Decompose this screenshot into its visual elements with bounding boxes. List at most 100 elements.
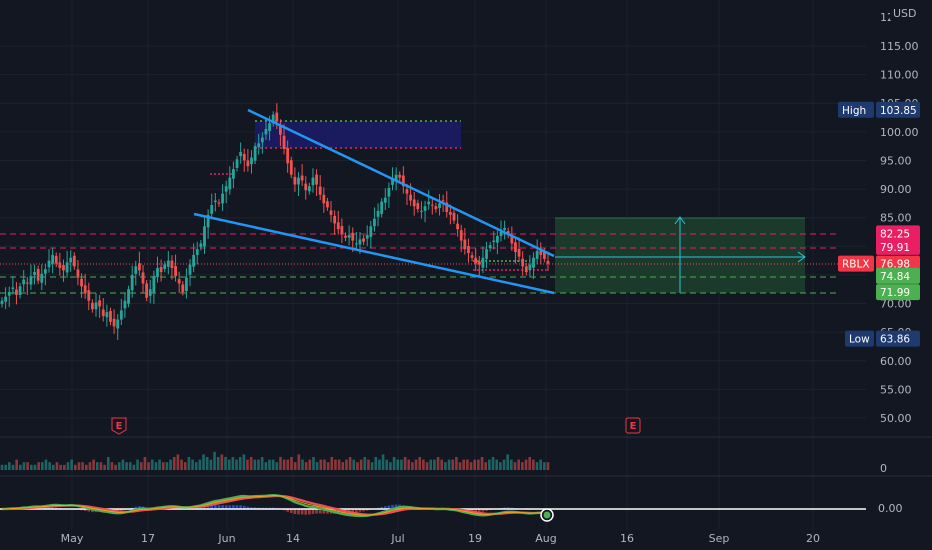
volume-bar [374, 457, 378, 470]
candle-body [224, 186, 228, 192]
candle-body [185, 277, 188, 292]
candle-body [369, 226, 373, 237]
candle-body [373, 218, 376, 227]
price-tag-label-box [838, 255, 874, 272]
price-axis-label: 100.00 [880, 126, 919, 139]
candle-body [213, 200, 217, 203]
earnings-marker[interactable]: E [111, 417, 127, 435]
currency-badge[interactable] [890, 6, 914, 21]
volume-bar [264, 462, 268, 470]
macd-hist-bar [210, 505, 214, 509]
price-axis-label: 55.00 [880, 383, 912, 396]
volume-bar [488, 459, 491, 470]
macd-hist-bar [311, 509, 315, 514]
candle-body [344, 235, 347, 238]
target-arrow-head-icon [674, 216, 686, 225]
wedge-lower-line[interactable] [193, 212, 555, 295]
time-axis-label: 17 [141, 532, 155, 545]
price-tag-value: 76.98 [880, 259, 910, 271]
earnings-badge-icon[interactable] [111, 417, 127, 435]
volume-bar [381, 454, 385, 470]
candle-body [398, 174, 402, 178]
volume-bar [308, 459, 312, 470]
candle-body [195, 249, 199, 255]
candle-body [217, 202, 221, 204]
macd-hist-bar [383, 506, 387, 509]
price-tag-value-box [876, 225, 920, 242]
candle-body [441, 200, 445, 202]
volume-bar [169, 459, 172, 470]
volume-bar [88, 462, 92, 470]
candle-body [271, 114, 275, 124]
candle-body [163, 264, 167, 269]
candle-body [517, 248, 521, 257]
resistance-zone-rect[interactable] [255, 121, 461, 148]
volume-bar [202, 454, 205, 470]
volume-bar [396, 459, 400, 470]
candlestick-series[interactable] [0, 103, 550, 340]
price-axis[interactable]: 12 USD 115.00110.00105.00100.0095.0090.0… [838, 6, 920, 515]
candle-body [221, 193, 224, 204]
volume-bar [315, 462, 319, 470]
macd-hist-bar [250, 507, 253, 509]
volume-bar [62, 464, 66, 470]
volume-bar [257, 459, 260, 470]
candle-body [412, 199, 416, 207]
volume-bar [341, 462, 345, 470]
earnings-marker[interactable]: E [625, 417, 641, 434]
volume-bar [304, 462, 308, 470]
volume-bar [37, 462, 40, 470]
candle-body [315, 174, 318, 185]
volume-bar [546, 462, 550, 470]
macd-hist-bar [358, 509, 362, 512]
candle-body [268, 123, 271, 132]
volume-bar [352, 459, 356, 470]
volume-bar [400, 459, 403, 470]
falling-wedge[interactable] [193, 108, 555, 295]
candle-body [470, 255, 474, 258]
resistance-zone[interactable] [255, 120, 461, 149]
volume-bar [44, 459, 48, 470]
macd-hist-bar [120, 509, 123, 511]
candle-body [123, 300, 127, 309]
earnings-markers[interactable]: E E [111, 417, 641, 435]
candle-body [459, 230, 463, 241]
candle-body [514, 242, 517, 253]
candle-body [109, 311, 112, 322]
volume-bar [385, 459, 389, 470]
macd-pane[interactable] [0, 493, 866, 522]
candle-body [43, 269, 47, 274]
macd-hist-bar [322, 509, 326, 514]
candle-body [148, 289, 152, 296]
wedge-upper-line[interactable] [247, 108, 555, 258]
candle-body [138, 263, 141, 271]
target-zone[interactable] [555, 216, 806, 293]
candle-body [65, 262, 69, 273]
volume-bar [345, 459, 348, 470]
volume-bar [59, 464, 62, 470]
time-axis[interactable]: May 17 Jun 14 Jul 19 Aug 16 Sep 20 [61, 532, 820, 545]
candle-body [336, 222, 340, 230]
volume-bar [147, 462, 150, 470]
volume-bar [491, 457, 495, 470]
price-axis-label: 70.00 [880, 298, 912, 311]
volume-bar [231, 457, 235, 470]
macd-hist-bar [387, 505, 391, 509]
candle-body [177, 279, 181, 284]
price-tag-value: 63.86 [880, 334, 910, 346]
volume-bar [499, 462, 502, 470]
volume-bar [114, 464, 117, 470]
time-axis-label: Aug [535, 532, 556, 545]
candle-body [36, 268, 40, 281]
candle-body [29, 276, 33, 285]
macd-hist-bar [391, 504, 394, 509]
volume-bar [359, 459, 363, 470]
candle-body [228, 177, 232, 190]
volume-bar [414, 459, 418, 470]
volume-bar [495, 459, 498, 470]
candle-body [467, 246, 470, 254]
candle-body [322, 194, 326, 204]
macd-hist-bar [300, 509, 304, 515]
earnings-badge-icon[interactable] [625, 417, 641, 434]
